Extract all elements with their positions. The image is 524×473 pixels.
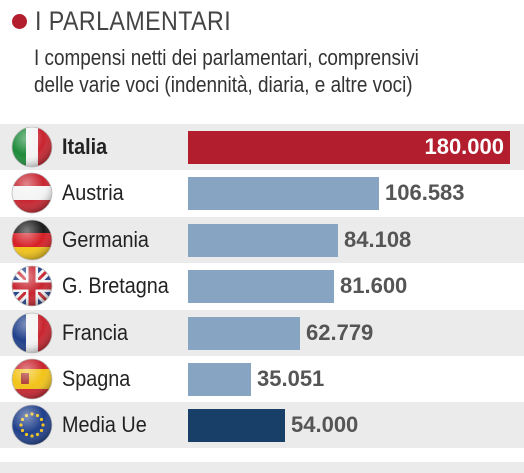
spain-flag-icon [10, 357, 54, 401]
title-bullet-icon [12, 13, 27, 29]
chart-row: Germania 84.108 [0, 216, 524, 263]
chart-title: I PARLAMENTARI [35, 5, 232, 36]
chart-title-row: I PARLAMENTARI [12, 4, 263, 38]
category-label: G. Bretagna [62, 273, 169, 299]
value-label: 62.779 [306, 319, 374, 345]
chart-row: Italia 180.000 [0, 124, 524, 170]
bar [188, 270, 334, 304]
bar [188, 409, 285, 443]
france-flag-icon [10, 311, 54, 355]
category-label: Austria [62, 180, 124, 206]
category-label: Media Ue [62, 412, 147, 438]
chart-subtitle: I compensi netti dei parlamentari, compr… [34, 45, 419, 97]
bar [188, 316, 300, 350]
chart-row: Media Ue 54.000 [0, 402, 524, 449]
bar [188, 223, 338, 257]
chart-row: Spagna 35.051 [0, 356, 524, 402]
value-label: 81.600 [340, 273, 408, 299]
value-label: 35.051 [257, 366, 325, 391]
chart-row: Francia 62.779 [0, 309, 524, 356]
category-label: Spagna [62, 366, 131, 391]
value-label: 84.108 [344, 226, 412, 252]
italy-flag-icon [10, 125, 54, 169]
category-label: Francia [62, 319, 129, 345]
eu-flag-icon [10, 403, 54, 447]
value-label: 106.583 [385, 180, 465, 206]
uk-flag-icon [10, 264, 54, 308]
value-label: 54.000 [291, 412, 359, 438]
category-label: Italia [62, 134, 108, 159]
bar [188, 131, 510, 164]
bar [188, 177, 379, 211]
germany-flag-icon [10, 218, 54, 262]
chart-row: Austria 106.583 [0, 170, 524, 216]
bar [188, 363, 251, 396]
austria-flag-icon [10, 171, 54, 215]
category-label: Germania [62, 226, 149, 252]
value-label: 180.000 [424, 134, 504, 159]
footer-strip [0, 462, 524, 473]
chart-row: G. Bretagna 81.600 [0, 263, 524, 309]
